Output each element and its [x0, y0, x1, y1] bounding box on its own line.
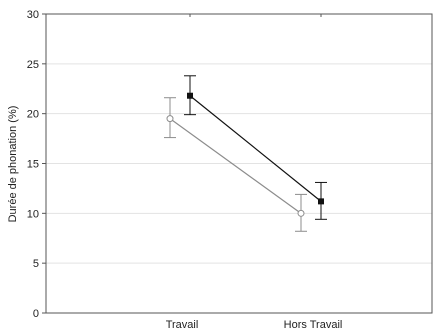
- series-line: [189, 95, 322, 202]
- y-tick-label: 30: [27, 9, 39, 21]
- y-tick-label: 15: [27, 159, 39, 171]
- x-axis: Travail Hors Travail: [166, 14, 343, 331]
- data-point: [187, 92, 193, 99]
- series-line: [169, 118, 302, 214]
- series-layer: [164, 75, 327, 232]
- data-point: [297, 209, 305, 217]
- y-axis: 0 5 10 15 20 25 30: [27, 9, 46, 320]
- series-1: [184, 75, 327, 220]
- data-point: [166, 115, 174, 123]
- y-axis-title: Durée de phonation (%): [7, 106, 19, 223]
- x-tick-label: Travail: [166, 319, 199, 331]
- y-tick-label: 20: [27, 109, 39, 121]
- y-tick-label: 10: [27, 208, 39, 220]
- y-tick-label: 25: [27, 59, 39, 71]
- y-tick-label: 5: [33, 258, 39, 270]
- y-tick-label: 0: [33, 308, 39, 320]
- x-tick-label: Hors Travail: [284, 319, 343, 331]
- series-2: [164, 97, 307, 232]
- data-point: [318, 198, 324, 205]
- gridlines: [46, 63, 432, 264]
